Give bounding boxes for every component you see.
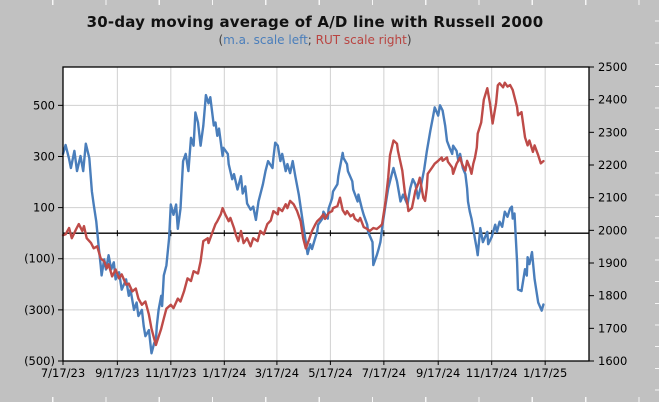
right-axis-label: 2000 [598,223,627,237]
chart-header: 30-day moving average of A/D line with R… [0,13,630,47]
left-axis-label: (300) [24,303,55,317]
subtitle-rut-scale-note: RUT scale right [315,33,407,47]
right-axis-label: 2300 [598,125,627,139]
chart-subtitle: (m.a. scale left; RUT scale right) [0,33,630,47]
x-axis-label: 3/17/24 [255,366,299,380]
right-axis-label: 1600 [598,354,627,368]
left-axis-label: (500) [24,354,55,368]
right-axis-label: 1900 [598,256,627,270]
left-axis-label: (100) [24,252,55,266]
subtitle-separator: ; [307,33,316,47]
x-axis-label: 9/17/24 [416,366,460,380]
plot-border [62,66,590,362]
subtitle-close-paren: ) [406,33,412,47]
x-axis-label: 5/17/24 [308,366,352,380]
right-axis-label: 1700 [598,321,627,335]
right-axis-label: 2200 [598,158,627,172]
subtitle-open-paren: ( [218,33,224,47]
x-axis-label: 9/17/23 [95,366,139,380]
left-axis-label: 300 [33,149,55,163]
left-axis-label: 500 [33,98,55,112]
left-axis-label: 100 [33,201,55,215]
right-axis-label: 2100 [598,191,627,205]
chart-title: 30-day moving average of A/D line with R… [86,13,544,31]
right-axis-label: 2500 [598,60,627,74]
subtitle-ma-scale-note: m.a. scale left [223,33,308,47]
right-axis-label: 1800 [598,289,627,303]
x-axis-label: 1/17/25 [523,366,567,380]
x-axis-label: 7/17/24 [362,366,406,380]
x-axis-label: 7/17/23 [41,366,85,380]
right-axis-label: 2400 [598,93,627,107]
series-line-russell-2000 [61,81,545,347]
x-axis-label: 11/17/24 [466,366,518,380]
x-axis-label: 11/17/23 [145,366,197,380]
x-axis-label: 1/17/24 [202,366,246,380]
